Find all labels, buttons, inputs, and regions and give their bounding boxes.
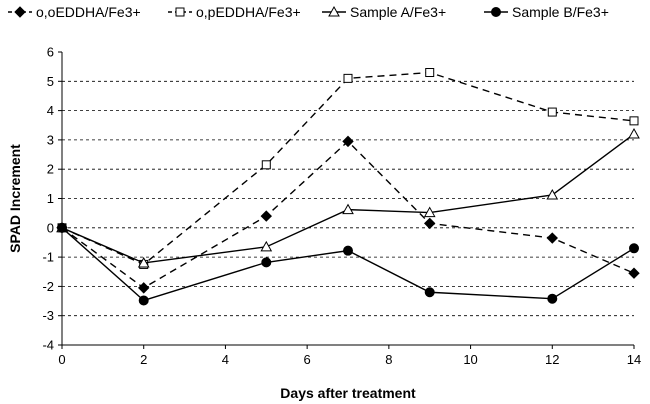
data-point — [138, 282, 150, 294]
series-1 — [56, 135, 640, 294]
data-point — [57, 222, 67, 233]
series-line — [61, 71, 635, 266]
data-point — [547, 293, 558, 304]
data-point — [629, 116, 639, 126]
series-4 — [57, 222, 639, 306]
data-point — [546, 232, 558, 244]
x-tick-label: 14 — [627, 352, 641, 367]
x-tick-label: 0 — [58, 352, 65, 367]
x-tick-label: 10 — [463, 352, 477, 367]
legend-label: o,pEDDHA/Fe3+ — [196, 4, 301, 20]
data-point — [628, 267, 640, 279]
legend-marker — [328, 5, 340, 17]
legend-marker — [14, 6, 26, 18]
data-point — [547, 107, 557, 117]
legend-marker — [491, 7, 501, 17]
data-point — [342, 203, 354, 215]
data-point — [137, 256, 150, 268]
data-point — [261, 160, 271, 170]
legend-label: Sample B/Fe3+ — [512, 4, 609, 20]
legend-entry: Sample B/Fe3+ — [484, 4, 609, 20]
data-point — [425, 68, 435, 78]
legend-marker — [175, 7, 185, 17]
x-tick-label: 12 — [545, 352, 559, 367]
y-tick-label: -3 — [42, 308, 54, 323]
y-tick-label: 0 — [47, 220, 54, 235]
data-point — [628, 128, 640, 139]
y-tick-label: 2 — [47, 162, 54, 177]
data-point — [343, 73, 353, 83]
x-tick-label: 2 — [140, 352, 147, 367]
x-tick-label: 6 — [304, 352, 311, 367]
y-tick-label: 3 — [47, 132, 54, 147]
data-point — [424, 217, 436, 230]
data-point — [260, 210, 272, 222]
y-tick-label: -1 — [42, 250, 54, 265]
data-point — [343, 245, 353, 256]
legend-entry: Sample A/Fe3+ — [322, 4, 446, 20]
legend: o,oEDDHA/Fe3+ o,pEDDHA/Fe3+ Sample A/Fe3+ S… — [8, 4, 609, 20]
y-axis-title: SPAD Increment — [7, 144, 23, 253]
x-axis-title: Days after treatment — [280, 385, 416, 401]
legend-entry: o,oEDDHA/Fe3+ — [8, 4, 141, 20]
legend-label: Sample A/Fe3+ — [350, 4, 446, 20]
data-point — [423, 206, 436, 218]
data-point — [424, 287, 435, 298]
series-layer — [56, 68, 640, 306]
data-point — [261, 257, 272, 268]
y-tick-label: 6 — [47, 45, 54, 60]
x-tick-label: 8 — [385, 352, 392, 367]
y-tick-label: -2 — [42, 279, 54, 294]
data-point — [629, 243, 639, 254]
y-tick-label: 1 — [47, 191, 54, 206]
legend-entry: o,pEDDHA/Fe3+ — [168, 4, 301, 20]
y-tick-label: -4 — [42, 338, 54, 353]
x-tick-label: 4 — [222, 352, 229, 367]
data-point — [342, 135, 354, 148]
data-point — [138, 295, 149, 306]
data-point — [260, 240, 273, 252]
y-tick-label: 4 — [47, 103, 54, 118]
grid-lines — [62, 80, 634, 317]
data-point — [546, 188, 559, 200]
y-tick-label: 5 — [47, 74, 54, 89]
legend-label: o,oEDDHA/Fe3+ — [36, 4, 141, 20]
